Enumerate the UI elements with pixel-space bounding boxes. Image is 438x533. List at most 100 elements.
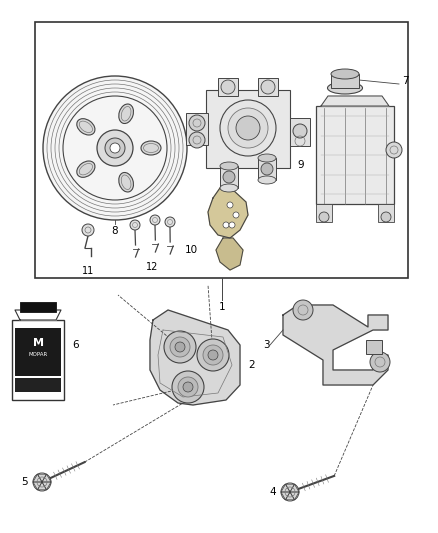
Circle shape [183, 382, 193, 392]
Circle shape [293, 300, 313, 320]
Circle shape [97, 130, 133, 166]
Ellipse shape [79, 121, 92, 133]
Circle shape [370, 352, 390, 372]
Circle shape [178, 377, 198, 397]
Circle shape [172, 371, 204, 403]
Bar [366, 340, 382, 354]
Text: 11: 11 [82, 266, 94, 276]
Ellipse shape [141, 141, 161, 155]
Circle shape [261, 80, 275, 94]
Circle shape [110, 143, 120, 153]
Circle shape [197, 339, 229, 371]
Bar [378, 204, 394, 222]
Circle shape [261, 163, 273, 175]
Circle shape [227, 202, 233, 208]
Bar [12, 320, 64, 400]
Text: 6: 6 [72, 340, 79, 350]
Ellipse shape [119, 104, 134, 124]
Polygon shape [42, 482, 51, 490]
Circle shape [236, 116, 260, 140]
Polygon shape [33, 474, 42, 482]
Ellipse shape [121, 175, 131, 190]
Circle shape [228, 108, 268, 148]
Ellipse shape [121, 107, 131, 121]
Text: 3: 3 [263, 340, 270, 350]
Circle shape [203, 345, 223, 365]
Polygon shape [286, 484, 294, 492]
Bar [316, 106, 394, 204]
Circle shape [220, 100, 276, 156]
Text: 10: 10 [185, 245, 198, 255]
Ellipse shape [220, 184, 238, 192]
Circle shape [130, 220, 140, 230]
Circle shape [223, 222, 229, 228]
Circle shape [164, 331, 196, 363]
Polygon shape [321, 96, 389, 106]
Polygon shape [15, 310, 61, 320]
Circle shape [189, 132, 205, 148]
Polygon shape [290, 484, 299, 492]
Circle shape [43, 76, 187, 220]
Ellipse shape [79, 164, 92, 175]
Circle shape [189, 115, 205, 131]
Text: MOPAR: MOPAR [28, 352, 48, 357]
Bar [206, 90, 290, 168]
Text: 8: 8 [112, 226, 118, 236]
Bar [258, 78, 278, 96]
Polygon shape [33, 482, 42, 490]
Polygon shape [150, 310, 240, 405]
Bar [20, 302, 56, 312]
Ellipse shape [258, 176, 276, 184]
Polygon shape [281, 492, 290, 500]
Circle shape [381, 212, 391, 222]
Bar [290, 118, 310, 146]
Circle shape [208, 350, 218, 360]
Circle shape [150, 215, 160, 225]
Polygon shape [286, 492, 294, 500]
Text: 2: 2 [248, 360, 254, 370]
Bar [15, 378, 61, 392]
Circle shape [293, 124, 307, 138]
Ellipse shape [258, 154, 276, 162]
Circle shape [165, 217, 175, 227]
Bar [35, 22, 408, 278]
Ellipse shape [328, 82, 363, 94]
Ellipse shape [331, 69, 359, 79]
Circle shape [229, 222, 235, 228]
Text: 4: 4 [269, 487, 276, 497]
Bar [220, 166, 238, 188]
Ellipse shape [119, 173, 134, 192]
Circle shape [386, 142, 402, 158]
Circle shape [82, 224, 94, 236]
Ellipse shape [144, 143, 159, 152]
Circle shape [223, 171, 235, 183]
Circle shape [175, 342, 185, 352]
Bar [258, 158, 276, 180]
Circle shape [319, 212, 329, 222]
Bar [186, 113, 208, 145]
Text: 1: 1 [219, 302, 225, 312]
Polygon shape [281, 484, 290, 492]
Circle shape [170, 337, 190, 357]
Bar [15, 328, 61, 376]
Ellipse shape [77, 119, 95, 135]
Text: 5: 5 [21, 477, 28, 487]
Bar [331, 74, 359, 88]
Polygon shape [38, 474, 46, 482]
Polygon shape [290, 492, 299, 500]
Polygon shape [216, 238, 243, 270]
Circle shape [105, 138, 125, 158]
Polygon shape [208, 188, 248, 238]
Text: 9: 9 [297, 160, 304, 170]
Ellipse shape [77, 161, 95, 177]
Ellipse shape [220, 162, 238, 170]
Text: 7: 7 [402, 76, 409, 86]
Circle shape [221, 80, 235, 94]
Polygon shape [283, 305, 388, 385]
Polygon shape [38, 482, 46, 490]
Bar [316, 204, 332, 222]
Circle shape [233, 212, 239, 218]
Text: 12: 12 [146, 262, 158, 272]
Bar [218, 78, 238, 96]
Polygon shape [42, 474, 51, 482]
